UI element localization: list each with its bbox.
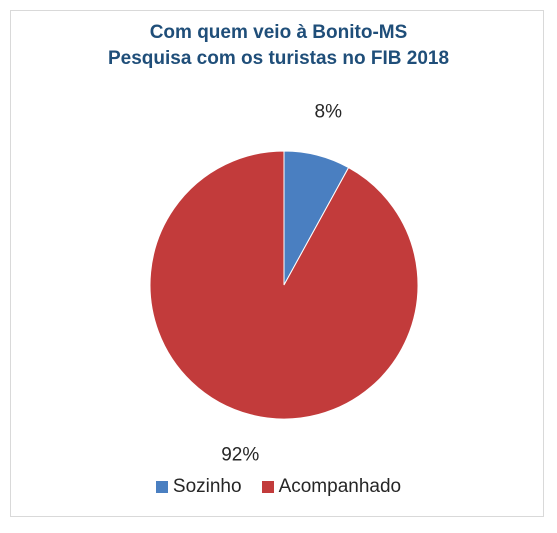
legend-swatch-acompanhado [261, 481, 274, 493]
legend-item-sozinho: Sozinho [155, 476, 242, 498]
legend-item-acompanhado: Acompanhado [261, 476, 402, 498]
legend-label-acompanhado: Acompanhado [278, 476, 402, 497]
legend-label-sozinho: Sozinho [172, 476, 242, 497]
chart-title-line1: Com quem veio à Bonito-MS [149, 22, 408, 43]
data-label-acompanhado: 92% [221, 444, 259, 465]
legend-swatch-sozinho [155, 481, 168, 493]
chart-title-line2: Pesquisa com os turistas no FIB 2018 [107, 48, 450, 69]
data-label-sozinho: 8% [315, 102, 343, 123]
pie-slice-acompanhado [149, 150, 419, 420]
legend: Sozinho Acompanhado [0, 476, 557, 498]
